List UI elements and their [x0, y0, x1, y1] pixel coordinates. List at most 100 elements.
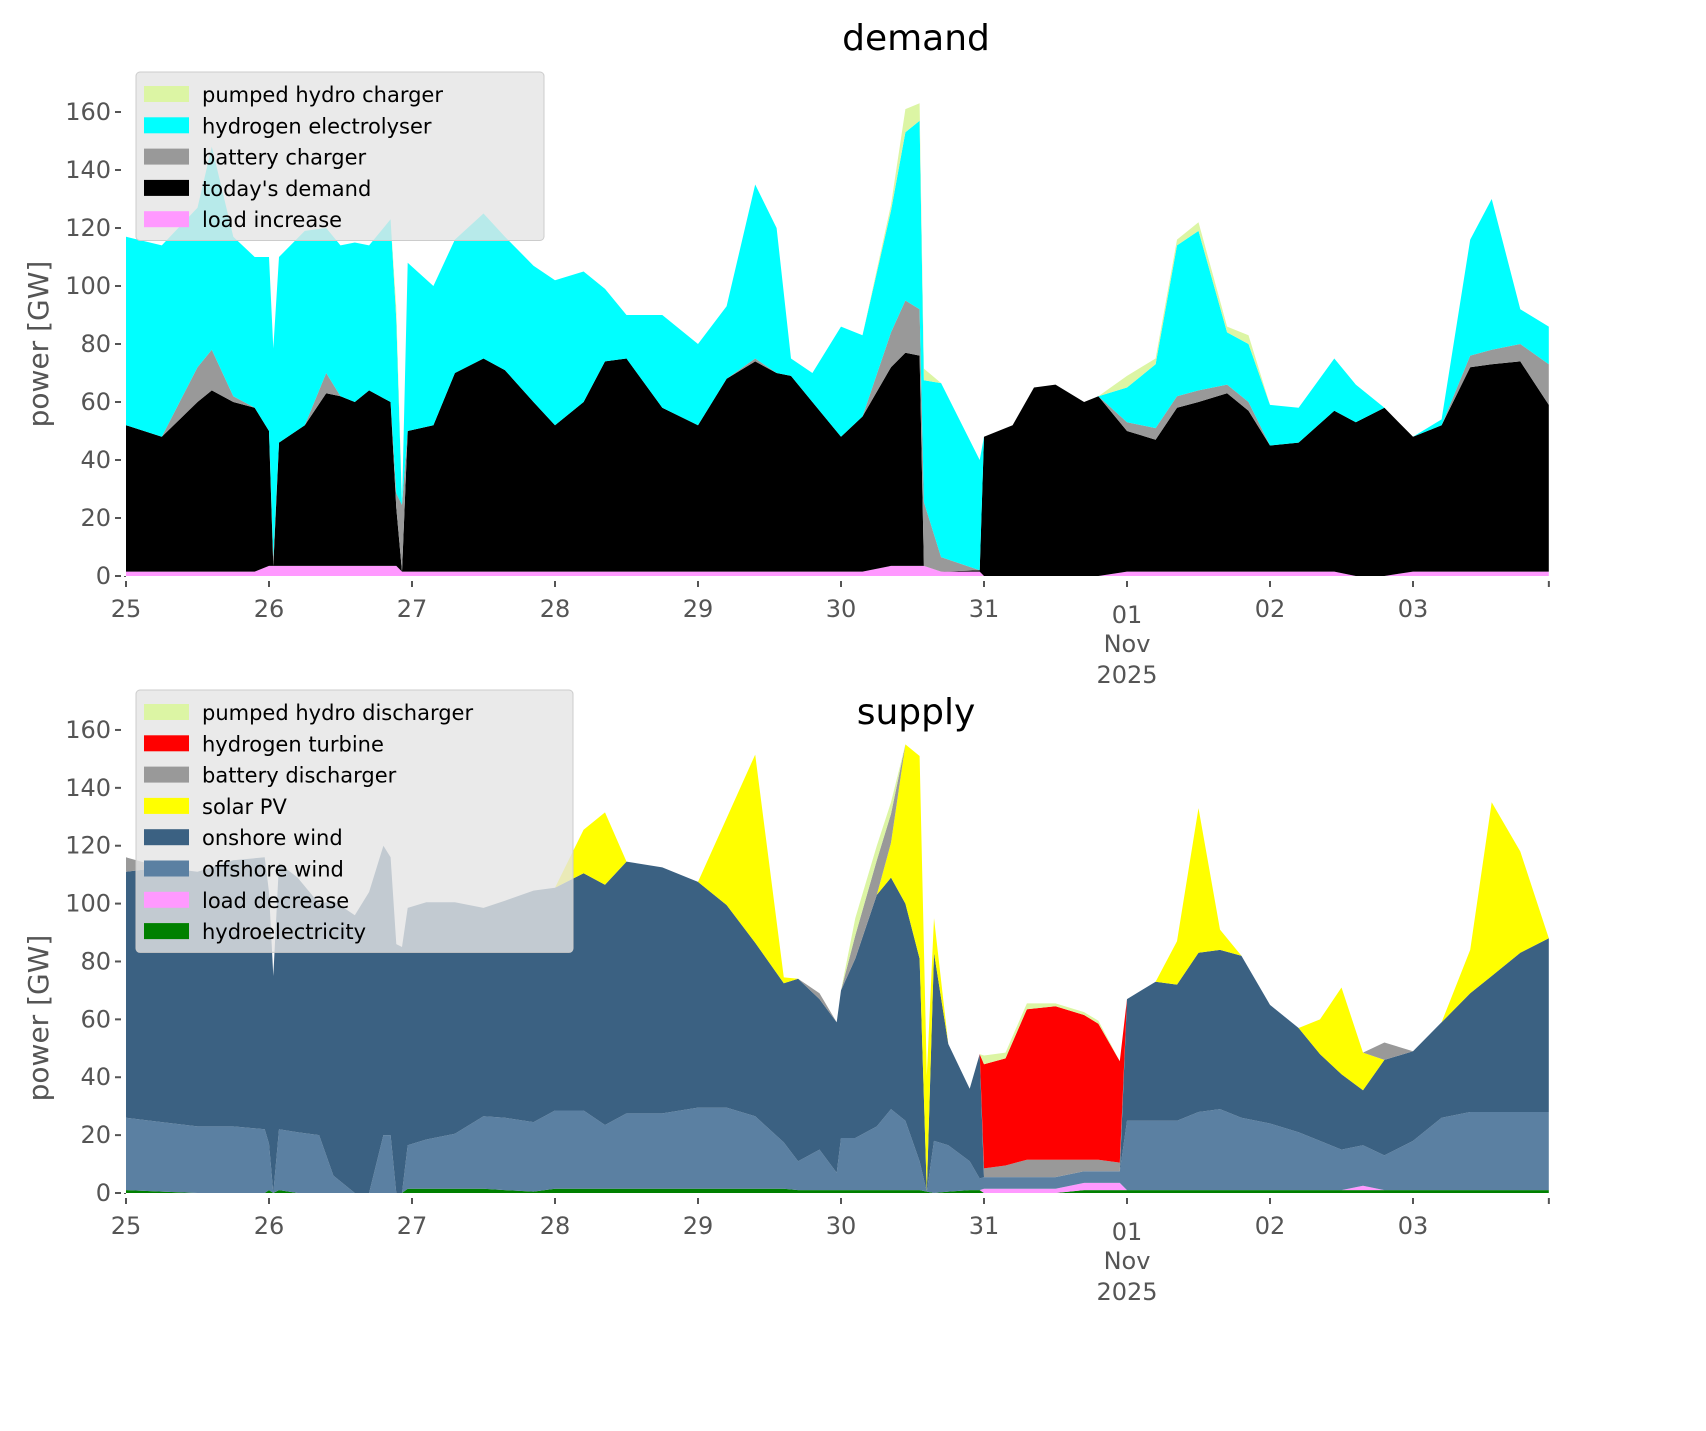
legend-label: offshore wind [202, 858, 344, 882]
legend-item-pumped-hydro-charger: pumped hydro charger [144, 83, 443, 107]
y-tick-label: 80 [80, 330, 111, 358]
legend-swatch [144, 891, 189, 908]
x-tick-label: 02 [1255, 595, 1286, 623]
legend-item-onshore-wind: onshore wind [144, 826, 343, 850]
y-tick-label: 160 [65, 716, 111, 744]
legend-label: battery charger [202, 146, 367, 170]
supply-y-axis-label: power [GW] [22, 935, 55, 1102]
y-tick-label: 100 [65, 890, 111, 918]
x-tick-label: 26 [254, 595, 285, 623]
x-tick-label: 03 [1398, 595, 1429, 623]
legend-item-battery-discharger: battery discharger [144, 764, 397, 788]
x-tick-label: 27 [397, 1212, 428, 1240]
legend-label: today's demand [202, 177, 371, 201]
legend-label: hydrogen turbine [202, 732, 384, 756]
x-tick-month-label: Nov [1104, 630, 1151, 658]
legend-item-offshore-wind: offshore wind [144, 858, 344, 882]
supply-chart-title: supply [857, 692, 976, 733]
y-tick-label: 120 [65, 832, 111, 860]
y-tick-label: 40 [80, 446, 111, 474]
y-tick-label: 100 [65, 272, 111, 300]
y-tick-label: 120 [65, 214, 111, 242]
legend-swatch [144, 860, 189, 877]
legend-box [135, 689, 574, 953]
legend-label: pumped hydro discharger [202, 701, 473, 725]
legend-swatch [144, 735, 189, 752]
x-tick-year-label: 2025 [1096, 1278, 1157, 1306]
legend-swatch [144, 179, 189, 196]
y-tick-label: 0 [96, 1179, 111, 1207]
area-hydroelectricity [126, 1188, 1549, 1193]
legend-item-load-increase: load increase [144, 208, 342, 232]
y-tick-label: 20 [80, 504, 111, 532]
y-tick-label: 60 [80, 1005, 111, 1033]
legend-label: battery discharger [202, 764, 397, 788]
legend-swatch [144, 117, 189, 134]
legend-label: load increase [202, 208, 342, 232]
area-offshore-wind [126, 1107, 1549, 1193]
legend-swatch [144, 766, 189, 783]
x-tick-label: 29 [683, 1212, 714, 1240]
legend-item-hydroelectricity: hydroelectricity [144, 920, 366, 944]
y-tick-label: 20 [80, 1121, 111, 1149]
area-battery-charger [126, 300, 1549, 572]
y-tick-label: 0 [96, 562, 111, 590]
legend-item-battery-charger: battery charger [144, 146, 367, 170]
y-tick-label: 140 [65, 774, 111, 802]
x-tick-label: 30 [826, 1212, 857, 1240]
x-tick-label: 31 [969, 595, 1000, 623]
legend-swatch [144, 704, 189, 720]
x-tick-label: 02 [1255, 1212, 1286, 1240]
legend-label: onshore wind [202, 826, 343, 850]
area-solar-pv [126, 744, 1549, 1192]
legend-swatch [144, 148, 189, 165]
legend-item-hydrogen-turbine: hydrogen turbine [144, 732, 384, 756]
x-tick-label: 31 [969, 1212, 1000, 1240]
y-tick-label: 80 [80, 947, 111, 975]
legend-label: solar PV [202, 795, 287, 819]
x-tick-label: 30 [826, 595, 857, 623]
y-tick-label: 40 [80, 1063, 111, 1091]
legend-swatch [144, 211, 189, 228]
demand-legend: pumped hydro charger hydrogen electrolyse… [135, 71, 545, 241]
legend-item-today-s-demand: today's demand [144, 177, 371, 201]
x-tick-label: 25 [111, 595, 142, 623]
legend-label: hydrogen electrolyser [202, 114, 432, 138]
area-today-s-demand [126, 352, 1549, 576]
y-tick-label: 160 [65, 98, 111, 126]
legend-item-solar-pv: solar PV [144, 795, 287, 819]
legend-swatch [144, 829, 189, 846]
x-tick-label: 25 [111, 1212, 142, 1240]
legend-box [135, 71, 545, 241]
legend-item-hydrogen-electrolyser: hydrogen electrolyser [144, 114, 432, 138]
y-tick-label: 60 [80, 388, 111, 416]
x-tick-label: 03 [1398, 1212, 1429, 1240]
demand-chart-title: demand [842, 18, 990, 59]
demand-y-axis-label: power [GW] [22, 261, 55, 428]
x-tick-label: 28 [540, 595, 571, 623]
legend-swatch [144, 923, 189, 940]
x-tick-label: 28 [540, 1212, 571, 1240]
legend-label: pumped hydro charger [202, 83, 443, 107]
legend-swatch [144, 86, 189, 102]
legend-swatch [144, 797, 189, 814]
y-tick-label: 140 [65, 156, 111, 184]
supply-legend: pumped hydro discharger hydrogen turbine b… [135, 689, 574, 953]
area-load-increase [126, 565, 1549, 576]
x-tick-label: 27 [397, 595, 428, 623]
x-tick-label: 01 [1112, 601, 1143, 629]
legend-item-pumped-hydro-discharger: pumped hydro discharger [144, 701, 473, 725]
legend-label: hydroelectricity [202, 920, 366, 944]
x-tick-month-label: Nov [1104, 1247, 1151, 1275]
x-tick-label: 26 [254, 1212, 285, 1240]
legend-item-load-decrease: load decrease [144, 889, 349, 913]
x-tick-label: 01 [1112, 1218, 1143, 1246]
x-tick-year-label: 2025 [1096, 661, 1157, 689]
legend-label: load decrease [202, 889, 349, 913]
x-tick-label: 29 [683, 595, 714, 623]
